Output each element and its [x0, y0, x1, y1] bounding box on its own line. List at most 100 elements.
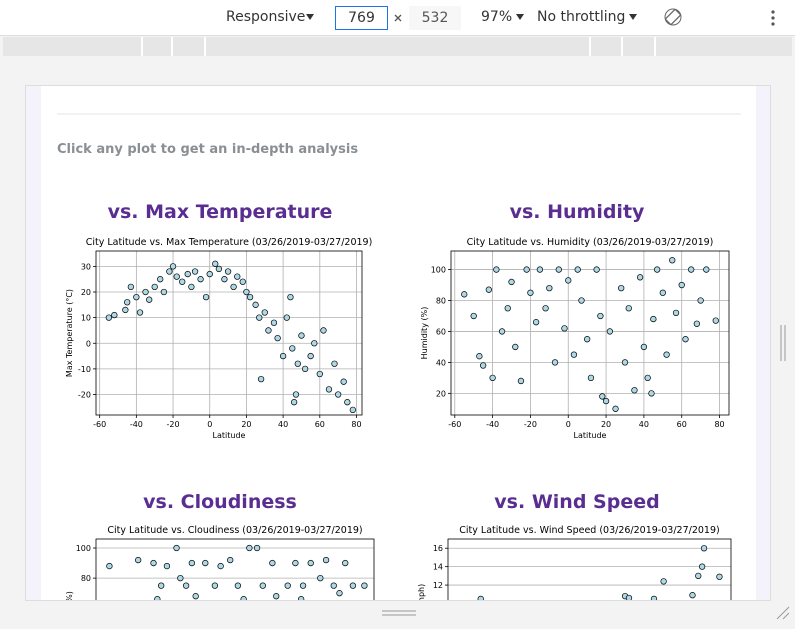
y-tick-label: 100	[76, 544, 91, 553]
scatter-point	[532, 319, 540, 326]
y-tick-label: 30	[81, 262, 91, 271]
scatter-point	[150, 559, 157, 567]
scatter-point	[593, 266, 600, 273]
scatter-point	[270, 319, 278, 326]
scatter-point	[146, 296, 153, 303]
scatter-point	[574, 266, 581, 273]
scatter-point	[151, 283, 158, 291]
scatter-point	[188, 559, 196, 567]
scatter-point	[712, 317, 719, 324]
scatter-point	[644, 374, 651, 382]
chart-title: City Latitude vs. Max Temperature (03/26…	[86, 237, 373, 248]
plot[interactable]: City Latitude vs. Humidity (03/26/2019-0…	[420, 237, 730, 440]
scatter-point	[243, 288, 250, 296]
x-tick-label: -60	[93, 420, 106, 429]
scatter-point	[461, 291, 468, 298]
x-tick-label: -60	[448, 420, 461, 429]
scatter-point	[523, 266, 530, 273]
scatter-point	[212, 260, 219, 267]
scatter-point	[124, 299, 131, 306]
plot[interactable]: City Latitude vs. Max Temperature (03/26…	[65, 237, 372, 440]
scatter-point	[599, 393, 606, 400]
scatter-point	[551, 359, 559, 366]
scatter-point	[340, 378, 347, 385]
scatter-point	[517, 377, 525, 385]
x-tick-label: 60	[677, 420, 687, 429]
scatter-point	[163, 562, 171, 570]
scatter-point	[206, 270, 213, 278]
plot[interactable]: City Latitude vs. Cloudiness (03/26/2019…	[65, 525, 375, 601]
x-tick-label: 20	[241, 420, 251, 429]
x-tick-label: 80	[714, 420, 724, 429]
zoom-select[interactable]: 97%	[481, 9, 513, 25]
resize-corner[interactable]	[775, 605, 791, 621]
scatter-point	[320, 327, 327, 334]
scatter-point	[565, 277, 572, 284]
plot-heading[interactable]: vs. Humidity	[510, 201, 645, 223]
resize-handle-bottom[interactable]	[382, 608, 416, 618]
resize-handle-right[interactable]	[779, 325, 787, 361]
y-tick-label: 0	[86, 339, 91, 348]
plot-heading[interactable]: vs. Max Temperature	[108, 201, 333, 223]
scatter-point	[173, 273, 180, 280]
scatter-point	[197, 276, 204, 283]
scatter-point	[621, 359, 629, 366]
y-tick-label: 100	[431, 266, 446, 275]
times-icon	[394, 14, 402, 22]
scatter-point	[693, 320, 701, 327]
y-axis-label: Humidity (%)	[420, 307, 429, 360]
device-select[interactable]: Responsive	[226, 9, 306, 25]
x-tick-label: -20	[524, 420, 537, 429]
scatter-point	[246, 293, 254, 301]
scatter-point	[698, 563, 706, 570]
scatter-point	[650, 595, 658, 600]
y-tick-label: 40	[436, 358, 446, 367]
scatter-point	[127, 283, 135, 291]
x-axis-label: Latitude	[213, 431, 246, 440]
scatter-point	[252, 301, 259, 308]
scatter-point	[470, 312, 477, 320]
x-tick-label: 80	[351, 420, 361, 429]
scatter-point	[508, 278, 515, 286]
rotate-button[interactable]	[664, 8, 682, 26]
scatter-point	[584, 336, 591, 343]
x-tick-label: 0	[566, 420, 571, 429]
scatter-point	[493, 266, 500, 273]
scatter-point	[489, 374, 496, 382]
plot-heading[interactable]: vs. Wind Speed	[494, 491, 659, 513]
scatter-point	[177, 574, 184, 582]
x-tick-label: 40	[278, 420, 288, 429]
y-tick-label: 10	[81, 314, 91, 323]
scatter-point	[597, 312, 604, 320]
scatter-point	[682, 336, 689, 343]
scatter-point	[555, 266, 562, 273]
scatter-point	[179, 278, 186, 285]
more-menu[interactable]	[768, 9, 778, 27]
scatter-point	[274, 334, 281, 342]
throttling-select[interactable]: No throttling	[537, 9, 626, 25]
chart-title: City Latitude vs. Humidity (03/26/2019-0…	[467, 237, 714, 248]
plot-heading[interactable]: vs. Cloudiness	[143, 491, 297, 513]
scatter-point	[587, 374, 595, 382]
scatter-point	[284, 582, 291, 589]
scatter-point	[660, 578, 667, 585]
scatter-point	[498, 328, 506, 335]
scatter-point	[292, 391, 300, 398]
scatter-point	[106, 562, 113, 570]
scatter-point	[166, 268, 173, 275]
scatter-point	[111, 311, 118, 319]
scatter-point	[246, 544, 253, 552]
scatter-point	[202, 293, 210, 301]
height-input[interactable]: 532	[409, 6, 461, 30]
plot[interactable]: City Latitude vs. Wind Speed (03/26/2019…	[417, 525, 732, 601]
width-input[interactable]: 769	[335, 6, 388, 30]
scatter-point	[317, 574, 324, 582]
x-tick-label: -40	[486, 420, 499, 429]
scatter-point	[479, 362, 487, 369]
scatter-point	[169, 263, 177, 270]
scatter-point	[700, 545, 708, 552]
scatter-point	[653, 266, 661, 273]
scatter-point	[335, 391, 342, 398]
y-tick-label: -20	[78, 391, 91, 400]
